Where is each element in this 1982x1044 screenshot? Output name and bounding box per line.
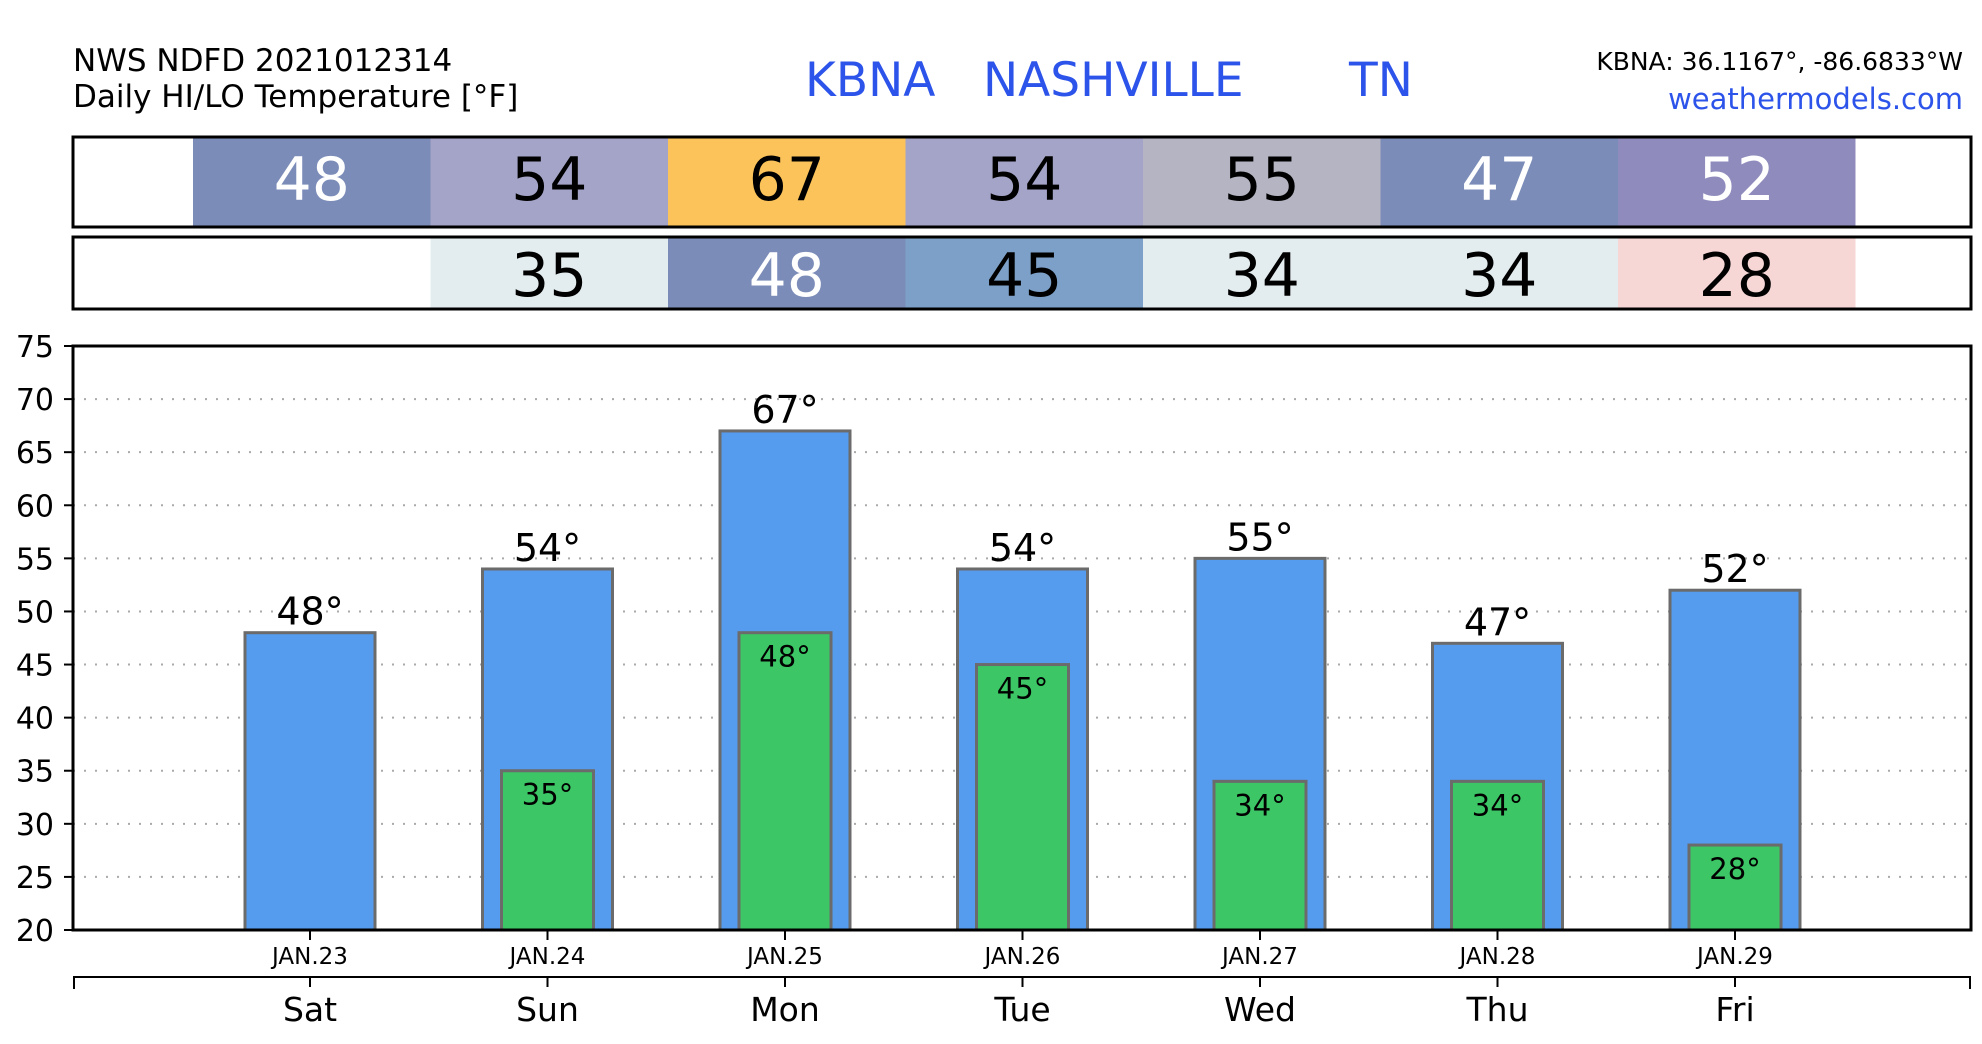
hi-strip-value: 55 xyxy=(1224,145,1300,215)
hi-value-label: 54° xyxy=(514,526,581,570)
hi-value-label: 47° xyxy=(1464,600,1531,644)
x-tick-label: JAN.29 xyxy=(1695,944,1773,970)
y-tick-label: 35 xyxy=(16,755,54,790)
lo-value-label: 34° xyxy=(1234,788,1285,822)
source-line: NWS NDFD 2021012314 xyxy=(73,43,452,79)
hi-strip-value: 52 xyxy=(1699,145,1775,215)
bar-labels-layer: 48° 54° 35° 67° 48° 54° 45° 55° 34° 47° 34° 52° 28° xyxy=(276,388,1768,886)
y-tick-label: 45 xyxy=(16,649,54,684)
y-tick-label: 50 xyxy=(16,595,54,630)
weekday-label: Sun xyxy=(516,990,579,1029)
lo-bar xyxy=(1687,843,1783,932)
hi-bar xyxy=(243,631,377,932)
lo-bar xyxy=(737,631,833,932)
lo-strip-cell xyxy=(668,237,906,309)
station-code: KBNA xyxy=(805,53,935,108)
hi-strip-cell xyxy=(430,137,668,227)
weekday-label: Tue xyxy=(993,990,1050,1029)
lo-bar xyxy=(500,769,595,932)
x-axis: JAN.23 JAN.24 JAN.25 JAN.26 JAN.27 JAN.28 JAN.… xyxy=(270,930,1773,970)
station-name: NASHVILLE xyxy=(983,53,1244,108)
hi-strip-cell xyxy=(905,137,1143,227)
lo-value-label: 34° xyxy=(1472,788,1523,822)
lo-strip-cell xyxy=(430,237,668,309)
hi-value-label: 52° xyxy=(1701,547,1768,591)
hi-value-label: 55° xyxy=(1226,515,1293,559)
lo-bar xyxy=(1450,779,1545,932)
hi-temperature-strip: 48 54 67 54 55 47 52 xyxy=(193,137,1856,227)
y-axis: 20 25 30 35 40 45 50 55 60 65 70 75 xyxy=(16,330,73,949)
hi-strip-frame xyxy=(71,135,1973,229)
weekday-label: Thu xyxy=(1466,990,1529,1029)
station-state: TN xyxy=(1348,53,1413,108)
weekday-label: Fri xyxy=(1715,990,1754,1029)
lo-strip-value: 48 xyxy=(749,241,825,311)
hi-strip-cell xyxy=(193,137,431,227)
y-tick-label: 20 xyxy=(16,914,54,949)
x-tick-label: JAN.23 xyxy=(270,944,348,970)
lo-strip-cell xyxy=(1143,237,1381,309)
chart-subtitle: Daily HI/LO Temperature [°F] xyxy=(73,79,518,115)
website-link[interactable]: weathermodels.com xyxy=(1668,82,1963,116)
lo-value-label: 28° xyxy=(1709,852,1760,886)
lo-strip-cell xyxy=(905,237,1143,309)
y-tick-label: 30 xyxy=(16,808,54,843)
hi-value-label: 67° xyxy=(751,388,818,432)
lo-strip-cell xyxy=(1618,237,1856,309)
lo-strip-cell xyxy=(1380,237,1618,309)
y-tick-label: 75 xyxy=(16,330,54,365)
weekday-axis: Sat Sun Mon Tue Wed Thu Fri xyxy=(283,977,1755,1029)
weekday-label: Sat xyxy=(283,990,337,1029)
station-coords: KBNA: 36.1167°, -86.6833°W xyxy=(1596,47,1963,76)
lo-value-label: 35° xyxy=(522,778,573,812)
x-tick-label: JAN.27 xyxy=(1220,944,1298,970)
x-tick-label: JAN.26 xyxy=(983,944,1061,970)
hi-strip-value: 47 xyxy=(1461,145,1537,215)
lo-strip-frame xyxy=(71,235,1973,311)
y-tick-label: 70 xyxy=(16,383,54,418)
lo-value-label: 48° xyxy=(759,640,810,674)
weekday-label: Mon xyxy=(750,990,820,1029)
x-tick-label: JAN.24 xyxy=(508,944,586,970)
y-tick-label: 40 xyxy=(16,702,54,737)
x-tick-label: JAN.28 xyxy=(1458,944,1536,970)
weekday-label: Wed xyxy=(1224,990,1296,1029)
lo-strip-value: 45 xyxy=(986,241,1062,311)
lo-bar xyxy=(975,663,1070,932)
lo-strip-value: 34 xyxy=(1461,241,1537,311)
y-tick-label: 60 xyxy=(16,489,54,524)
hi-strip-value: 48 xyxy=(274,145,350,215)
y-tick-label: 25 xyxy=(16,861,54,896)
hi-strip-cell xyxy=(1380,137,1618,227)
hi-value-label: 54° xyxy=(989,526,1056,570)
lo-bar xyxy=(1212,779,1308,932)
lo-value-label: 45° xyxy=(997,672,1048,706)
lo-temperature-strip: 35 48 45 34 34 28 xyxy=(430,237,1856,311)
hi-strip-value: 67 xyxy=(749,145,825,215)
hi-strip-value: 54 xyxy=(511,145,587,215)
y-tick-label: 55 xyxy=(16,542,54,577)
hi-strip-cell xyxy=(1618,137,1856,227)
lo-strip-value: 28 xyxy=(1699,241,1775,311)
y-tick-label: 65 xyxy=(16,436,54,471)
bars-layer xyxy=(243,429,1802,932)
hi-strip-cell xyxy=(668,137,906,227)
x-tick-label: JAN.25 xyxy=(745,944,823,970)
hi-strip-cell xyxy=(1143,137,1381,227)
hi-value-label: 48° xyxy=(276,590,343,634)
hi-strip-value: 54 xyxy=(986,145,1062,215)
lo-strip-value: 34 xyxy=(1224,241,1300,311)
lo-strip-value: 35 xyxy=(511,241,587,311)
